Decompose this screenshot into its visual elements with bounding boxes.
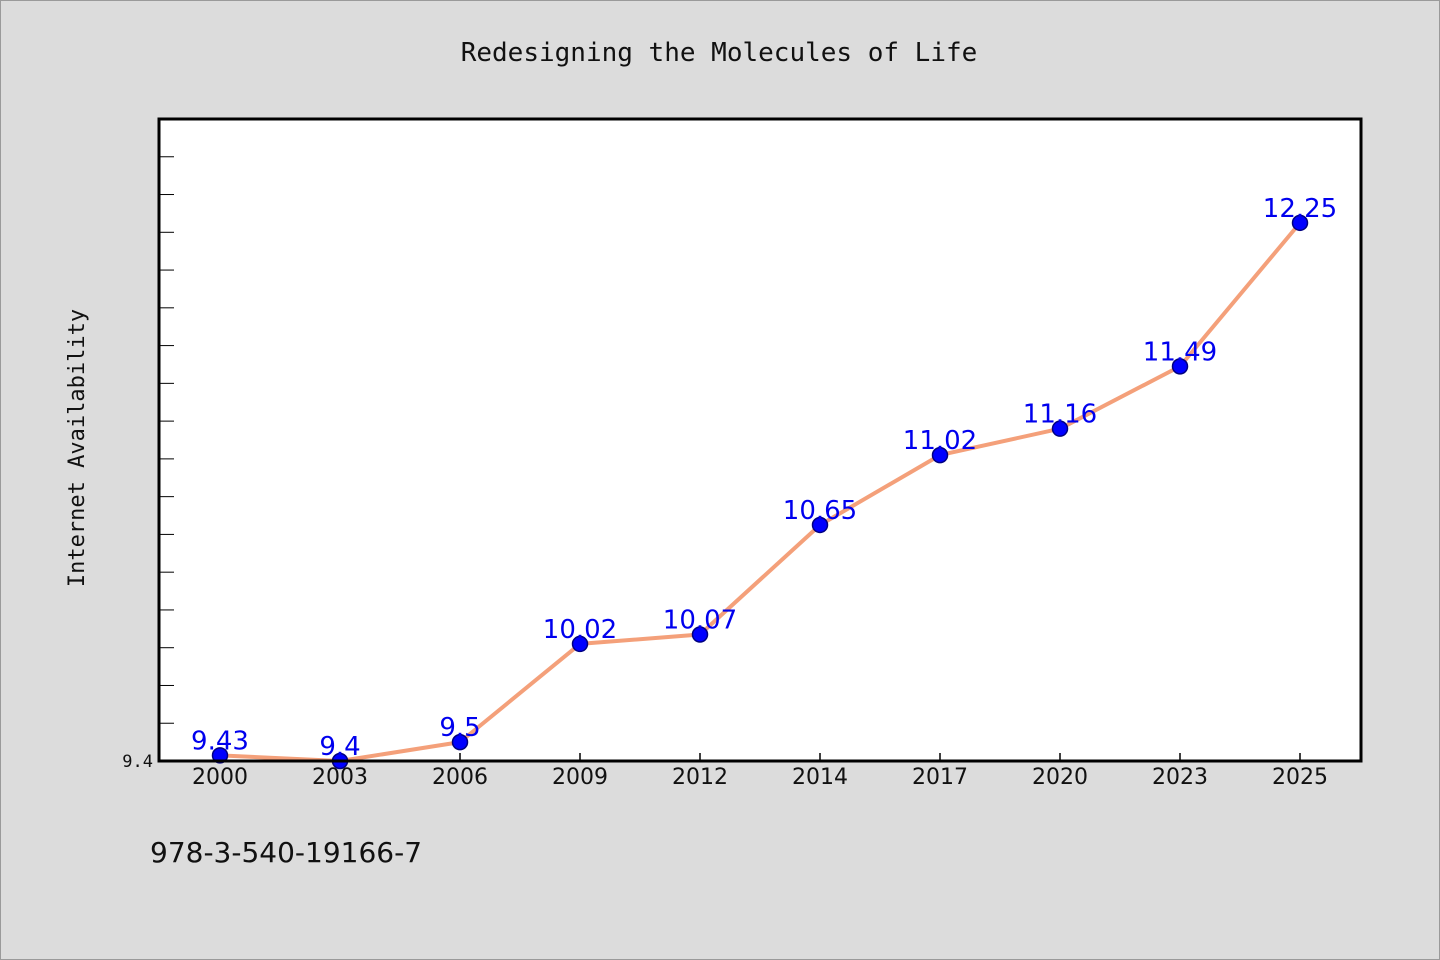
data-point-label: 12.25 [1263, 194, 1337, 224]
series-line [218, 220, 1302, 763]
data-point-marker [1171, 358, 1189, 375]
x-axis-tick-labels: 2000 2003 2006 2009 2012 2014 2017 2020 2023 2025 [192, 765, 1328, 790]
data-point-label: 9.4 [319, 732, 360, 762]
x-tick-label: 2014 [792, 765, 848, 790]
x-tick-label: 2000 [192, 765, 248, 790]
data-point-label: 10.07 [663, 605, 737, 635]
data-point-marker [1291, 214, 1309, 232]
y-axis-tick-labels: 9.4 [122, 752, 153, 772]
data-point-label: 9.5 [439, 713, 480, 743]
x-tick-label: 2023 [1152, 765, 1208, 790]
y-axis-ticks [159, 156, 174, 724]
data-point-label: 11.49 [1143, 337, 1217, 367]
data-point-marker [931, 446, 949, 464]
data-point-label: 10.02 [543, 615, 617, 645]
data-point-label: 11.16 [1023, 400, 1097, 430]
x-tick-label: 2003 [312, 765, 368, 790]
data-point-label: 10.65 [783, 496, 857, 526]
x-tick-label: 2009 [552, 765, 608, 790]
data-point-label: 9.43 [191, 726, 249, 756]
data-point-marker [451, 733, 469, 751]
data-point-marker [1051, 420, 1069, 437]
x-tick-label: 2012 [672, 765, 728, 790]
data-point-marker [211, 747, 229, 764]
plot-area [159, 119, 1361, 761]
data-point-marker [691, 626, 709, 643]
markers-group [211, 214, 1309, 770]
data-point-label: 11.02 [903, 426, 977, 456]
plot-border [157, 117, 1363, 763]
x-tick-label: 2025 [1272, 765, 1328, 790]
y-axis-label: Internet Availability [65, 309, 90, 587]
y-tick-label: 9.4 [122, 752, 153, 772]
series-line-group [218, 220, 1302, 763]
chart-title: Redesigning the Molecules of Life [461, 38, 978, 68]
x-tick-label: 2006 [432, 765, 488, 790]
data-point-marker [811, 516, 829, 534]
footnote: 978-3-540-19166-7 [150, 836, 422, 869]
data-labels-group: 9.43 9.4 9.5 10.02 10.07 10.65 11.02 11.16 11.49… [191, 194, 1337, 762]
x-tick-label: 2017 [912, 765, 968, 790]
data-point-marker [571, 635, 589, 653]
x-tick-label: 2020 [1032, 765, 1088, 790]
